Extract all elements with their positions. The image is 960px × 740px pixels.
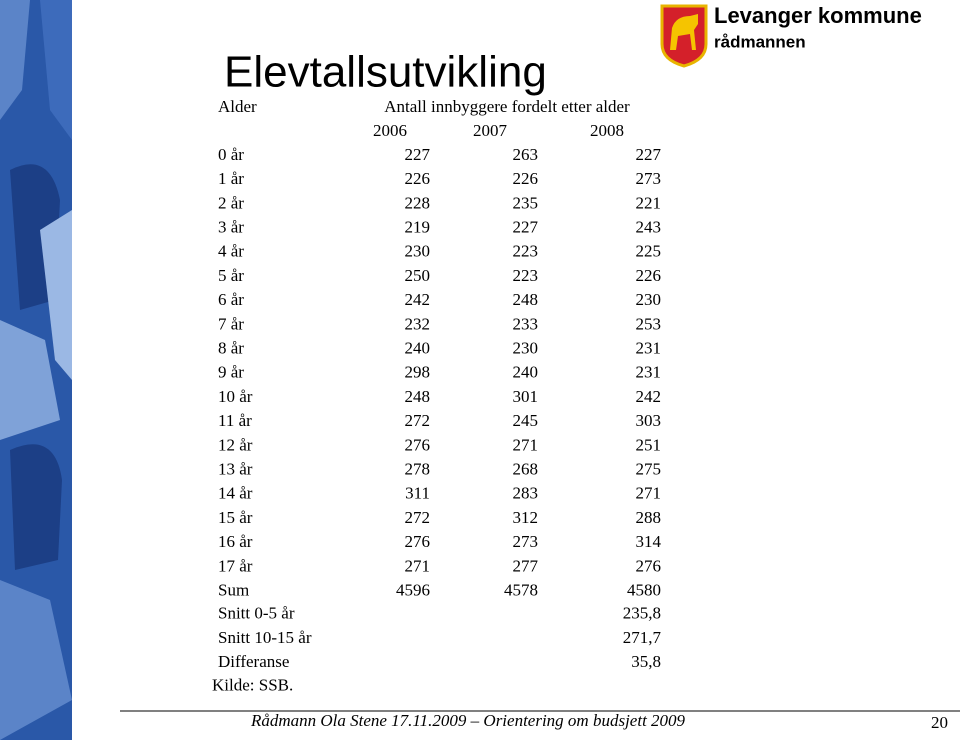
cell: 243 — [636, 218, 662, 237]
cell: 273 — [636, 169, 662, 188]
row-label: 10 år — [218, 387, 253, 406]
row-label: 7 år — [218, 314, 244, 333]
row-label: 11 år — [218, 411, 252, 430]
cell: 240 — [405, 339, 431, 358]
cell: 301 — [513, 387, 539, 406]
title: Elevtallsutvikling — [224, 48, 547, 97]
organization: Levanger kommune — [714, 3, 922, 28]
label-header: Alder — [218, 97, 257, 116]
cell: 275 — [636, 460, 662, 479]
cell: 272 — [405, 411, 431, 430]
cell: 276 — [405, 532, 431, 551]
cell: 271 — [405, 556, 431, 575]
cell: 273 — [513, 532, 539, 551]
cell: 4596 — [396, 581, 430, 600]
cell: 263 — [513, 145, 539, 164]
cell: 225 — [636, 242, 662, 261]
row-label: 9 år — [218, 363, 244, 382]
cell: 271 — [513, 435, 539, 454]
row-label: 4 år — [218, 242, 244, 261]
cell: 227 — [636, 145, 662, 164]
cell: 303 — [636, 411, 662, 430]
row-label: 6 år — [218, 290, 244, 309]
table: 2006 2007 2008 0 år 227 263 227 1 år 226 226 273 2 … — [212, 121, 662, 694]
cell: 4578 — [504, 581, 538, 600]
cell: 231 — [636, 339, 662, 358]
summary-label: Snitt 10-15 år — [218, 628, 312, 647]
cell: 250 — [405, 266, 431, 285]
cell: 268 — [513, 460, 539, 479]
cell: 311 — [405, 484, 430, 503]
row-label: 8 år — [218, 339, 244, 358]
cell: 272 — [405, 508, 431, 527]
cell: 248 — [405, 387, 431, 406]
cell: 227 — [405, 145, 431, 164]
cell: 312 — [513, 508, 539, 527]
summary-label: Snitt 0-5 år — [218, 604, 295, 623]
cell: 251 — [636, 435, 662, 454]
cell: 248 — [513, 290, 539, 309]
row-label: 15 år — [218, 508, 253, 527]
row-label: 17 år — [218, 556, 253, 575]
cell: 298 — [405, 363, 431, 382]
cell: 242 — [636, 387, 662, 406]
source: Kilde: SSB. — [212, 675, 293, 694]
cell: 314 — [636, 532, 662, 551]
footer: Rådmann Ola Stene 17.11.2009 – Orienteri… — [250, 711, 686, 730]
cell: 223 — [513, 266, 539, 285]
cell: 4580 — [627, 581, 661, 600]
row-label: 5 år — [218, 266, 244, 285]
cell: 231 — [636, 363, 662, 382]
cell: 232 — [405, 314, 431, 333]
side-pattern — [0, 0, 72, 740]
cell: 230 — [636, 290, 662, 309]
cell: 277 — [513, 556, 539, 575]
cell: 230 — [405, 242, 431, 261]
cell: 219 — [405, 218, 431, 237]
cell: 226 — [513, 169, 539, 188]
cell: 226 — [405, 169, 431, 188]
cell: 223 — [513, 242, 539, 261]
row-label: 0 år — [218, 145, 244, 164]
summary-value: 235,8 — [623, 604, 661, 623]
cell: 230 — [513, 339, 539, 358]
cell: 245 — [513, 411, 539, 430]
cell: 235 — [513, 193, 539, 212]
row-label: 12 år — [218, 435, 253, 454]
cell: 288 — [636, 508, 662, 527]
row-label: 14 år — [218, 484, 253, 503]
group-header: Antall innbyggere fordelt etter alder — [384, 97, 630, 116]
cell: 276 — [636, 556, 662, 575]
cell: 228 — [405, 193, 431, 212]
logo — [660, 4, 708, 68]
row-label: 13 år — [218, 460, 253, 479]
year-header: 2008 — [590, 121, 624, 140]
cell: 271 — [636, 484, 662, 503]
cell: 283 — [513, 484, 539, 503]
summary-label: Differanse — [218, 652, 289, 671]
cell: 278 — [405, 460, 431, 479]
year-header: 2006 — [373, 121, 407, 140]
summary-value: 35,8 — [631, 652, 661, 671]
row-label: 3 år — [218, 218, 244, 237]
page-number: 20 — [931, 713, 948, 732]
row-label: Sum — [218, 581, 249, 600]
cell: 227 — [513, 218, 539, 237]
row-label: 2 år — [218, 193, 244, 212]
row-label: 1 år — [218, 169, 244, 188]
cell: 276 — [405, 435, 431, 454]
cell: 233 — [513, 314, 539, 333]
cell: 242 — [405, 290, 431, 309]
cell: 240 — [513, 363, 539, 382]
year-header: 2007 — [473, 121, 508, 140]
cell: 253 — [636, 314, 662, 333]
cell: 226 — [636, 266, 662, 285]
cell: 221 — [636, 193, 662, 212]
summary-value: 271,7 — [623, 628, 662, 647]
unit: rådmannen — [714, 32, 806, 51]
row-label: 16 år — [218, 532, 253, 551]
